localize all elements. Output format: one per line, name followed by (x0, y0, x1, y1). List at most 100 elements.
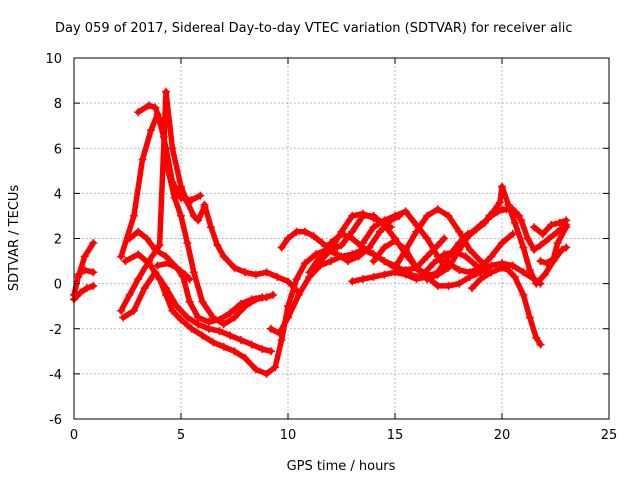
data-point-marker (284, 277, 292, 286)
data-point-marker (284, 313, 292, 322)
data-point-marker (348, 234, 357, 243)
data-point-marker (183, 313, 192, 322)
data-point-marker (326, 257, 335, 266)
data-point-marker (162, 252, 170, 261)
data-point-marker (177, 315, 185, 324)
data-point-marker (485, 211, 494, 220)
data-point-marker (125, 234, 134, 243)
data-point-marker (461, 252, 470, 261)
data-point-marker (172, 302, 181, 311)
data-point-marker (530, 245, 539, 254)
data-point-marker (204, 318, 213, 326)
data-point-marker (440, 234, 449, 243)
data-point-marker (348, 277, 357, 286)
series-line (370, 231, 516, 282)
data-point-marker (189, 211, 198, 220)
data-point-marker (380, 243, 389, 252)
data-point-marker (219, 320, 228, 329)
data-point-marker (444, 211, 453, 220)
data-point-marker (80, 252, 89, 261)
series-line (71, 240, 97, 298)
data-point-marker (476, 268, 485, 277)
data-point-marker (429, 259, 438, 268)
data-point-marker (275, 329, 284, 338)
data-point-marker (236, 299, 245, 308)
data-point-marker (510, 207, 519, 216)
data-point-marker (247, 340, 256, 349)
data-point-marker (189, 268, 198, 277)
data-point-marker (226, 309, 235, 317)
data-series-arc-f (117, 87, 209, 315)
y-tick-label: -4 (49, 368, 62, 383)
data-point-marker (134, 250, 143, 259)
y-tick-label: -6 (49, 413, 62, 428)
data-point-marker (121, 257, 130, 266)
data-point-marker (164, 259, 173, 268)
series-line (392, 206, 490, 271)
data-series-arc-g (119, 268, 275, 356)
data-point-marker (519, 290, 528, 299)
data-point-marker (498, 263, 506, 272)
data-series-arc-b (70, 281, 98, 304)
data-point-marker (555, 218, 564, 227)
y-tick-label: 4 (54, 187, 62, 202)
data-point-marker (423, 211, 432, 220)
data-point-marker (168, 178, 177, 187)
data-point-marker (198, 297, 207, 306)
data-point-marker (476, 257, 485, 266)
data-point-marker (525, 266, 534, 275)
x-tick-label: 0 (70, 428, 78, 443)
x-tick-label: 25 (601, 428, 618, 443)
data-point-marker (562, 216, 571, 225)
data-point-marker (545, 234, 554, 243)
data-point-marker (200, 200, 209, 209)
data-point-marker (198, 331, 207, 340)
data-point-marker (172, 263, 181, 272)
data-point-marker (151, 103, 160, 112)
data-point-marker (455, 279, 464, 288)
data-point-marker (412, 227, 421, 236)
data-point-marker (187, 324, 196, 333)
data-series-arc-w (485, 205, 571, 254)
data-point-marker (391, 236, 399, 245)
data-point-marker (277, 336, 286, 344)
data-point-marker (185, 297, 194, 306)
data-point-marker (266, 347, 275, 356)
data-point-marker (89, 281, 98, 290)
data-point-marker (82, 284, 91, 293)
data-point-marker (89, 239, 98, 247)
data-point-marker (358, 275, 367, 284)
data-point-marker (251, 365, 260, 374)
data-point-marker (536, 340, 545, 349)
data-point-marker (89, 268, 98, 277)
y-tick-label: 0 (54, 278, 62, 293)
data-point-marker (386, 223, 395, 232)
data-point-marker (337, 230, 346, 238)
chart-title: Day 059 of 2017, Sidereal Day-to-day VTE… (55, 21, 572, 36)
data-point-marker (271, 363, 280, 372)
data-point-marker (530, 223, 539, 232)
data-point-marker (262, 369, 271, 378)
data-point-marker (542, 259, 551, 268)
data-point-marker (151, 245, 160, 254)
data-point-marker (241, 268, 250, 277)
data-point-marker (401, 245, 410, 254)
y-axis-label: SDTVAR / TECUs (7, 185, 22, 292)
data-point-marker (117, 306, 126, 315)
data-point-marker (532, 279, 541, 288)
data-point-marker (241, 354, 250, 363)
data-point-marker (204, 324, 213, 333)
data-point-marker (337, 241, 346, 250)
data-series-group (70, 87, 571, 378)
data-point-marker (247, 295, 256, 304)
data-point-marker (213, 241, 222, 250)
series-line (71, 283, 97, 303)
data-point-marker (510, 218, 519, 227)
ticks (73, 57, 610, 420)
data-point-marker (277, 243, 286, 252)
data-point-marker (129, 306, 138, 315)
data-point-marker (423, 252, 432, 261)
data-point-marker (455, 227, 464, 236)
data-point-marker (547, 221, 556, 229)
